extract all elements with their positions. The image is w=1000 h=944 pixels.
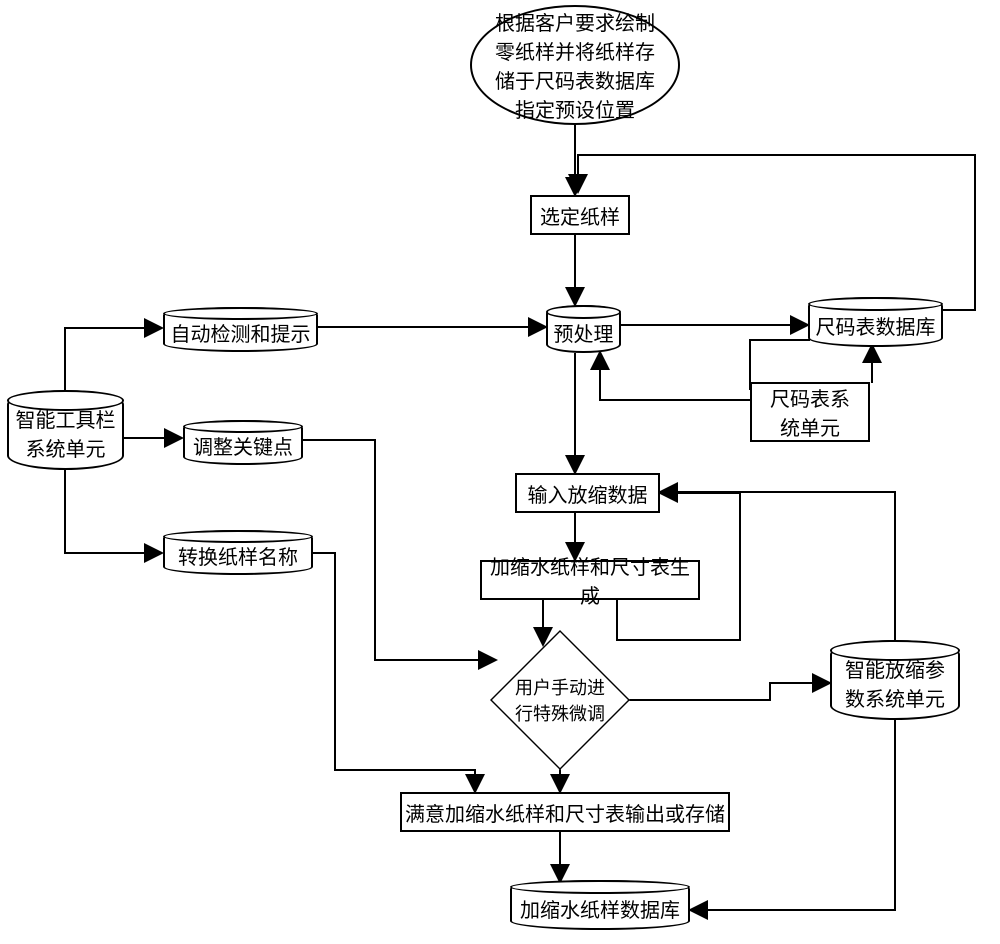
edge-10 [600,352,750,400]
detect-label: 自动检测和提示 [171,312,311,347]
node-toolbar: 智能工具栏系统单元 [7,390,124,470]
edge-14 [313,553,475,792]
finaldb-label: 加缩水纸样数据库 [520,888,680,923]
node-scaleSys: 智能放缩参数系统单元 [830,640,960,720]
node-sizedb: 尺码表数据库 [808,297,943,347]
input-label: 输入放缩数据 [528,479,648,508]
node-adjust: 调整关键点 [183,420,303,465]
edge-13 [303,440,496,660]
node-gen: 加缩水纸样和尺寸表生成 [480,560,700,600]
node-finaldb: 加缩水纸样数据库 [510,880,690,930]
output-label: 满意加缩水纸样和尺寸表输出或存储 [405,798,725,827]
select-label: 选定纸样 [540,201,620,230]
adjust-label: 调整关键点 [193,425,293,460]
sizesys-label: 尺码表系统单元 [770,383,850,441]
edge-15 [65,328,162,392]
edge-17 [65,470,162,553]
node-detect: 自动检测和提示 [163,307,318,352]
node-sizesys: 尺码表系统单元 [750,382,870,442]
rename-label: 转换纸样名称 [178,535,298,570]
scaleSys-label: 智能放缩参数系统单元 [845,648,945,712]
gen-label: 加缩水纸样和尺寸表生成 [482,551,698,609]
node-output: 满意加缩水纸样和尺寸表输出或存储 [400,792,730,832]
start-label: 根据客户要求绘制零纸样并将纸样存储于尺码表数据库指定预设位置 [495,7,655,123]
node-pre: 预处理 [546,305,621,353]
node-select: 选定纸样 [530,195,630,235]
sizedb-label: 尺码表数据库 [816,305,936,340]
edge-11 [578,155,975,310]
node-input: 输入放缩数据 [515,473,660,513]
toolbar-label: 智能工具栏系统单元 [16,398,116,462]
tune-label: 用户手动进行特殊微调 [490,630,630,770]
node-rename: 转换纸样名称 [163,530,313,575]
node-start: 根据客户要求绘制零纸样并将纸样存储于尺码表数据库指定预设位置 [470,5,680,125]
node-tune: 用户手动进行特殊微调 [490,630,630,770]
edge-21 [627,683,830,700]
pre-label: 预处理 [554,312,614,347]
